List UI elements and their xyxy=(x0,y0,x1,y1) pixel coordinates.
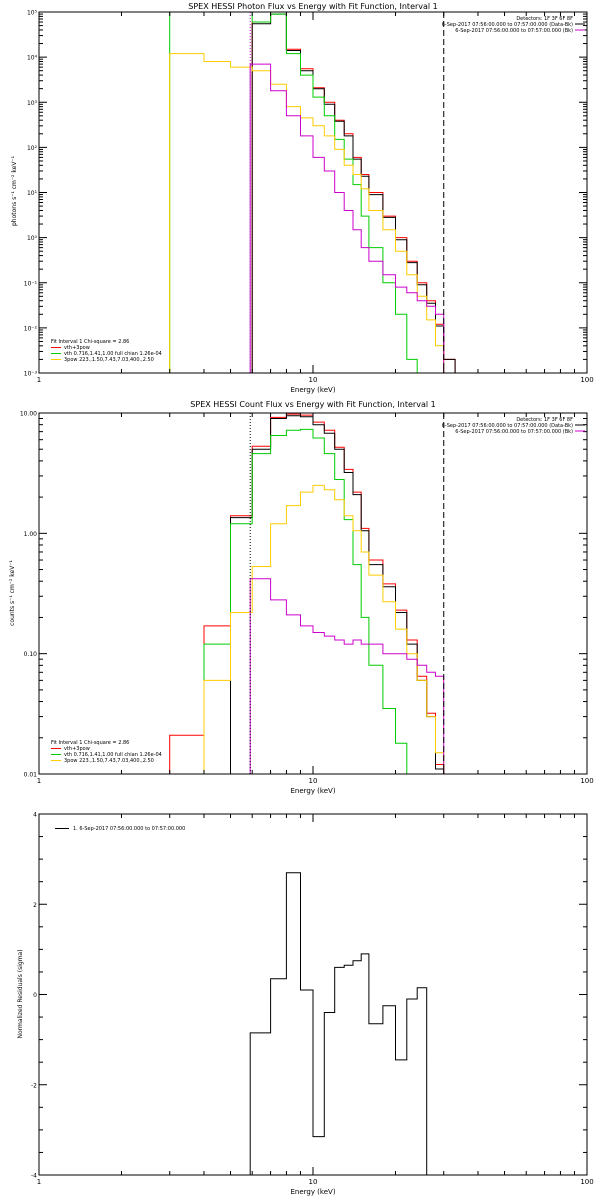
count-legend-label: vth 0.716,1.41,1.00 full chian 1.26e-04 xyxy=(64,752,162,758)
count-series-4 xyxy=(249,578,445,774)
count-flux-panel: SPEX HESSI Count Flux vs Energy with Fit… xyxy=(9,400,594,795)
count-panel-title: SPEX HESSI Count Flux vs Energy with Fit… xyxy=(190,400,435,409)
residual-xtick-label: 1 xyxy=(37,1178,41,1186)
residual-ytick-label: 0 xyxy=(33,992,37,999)
photon-legend-label: vth+3pow xyxy=(64,345,90,351)
residual-legend-label: 1. 6-Sep-2017 07:56:00.000 to 07:57:00.0… xyxy=(73,826,185,832)
count-series-3 xyxy=(203,484,456,774)
residual-ytick-label: 2 xyxy=(33,902,37,909)
count-info-line: 6-Sep-2017 07:56:00.000 to 07:57:00.000 … xyxy=(455,429,573,435)
count-panel-ylabel: counts s⁻¹ cm⁻² keV⁻¹ xyxy=(9,560,16,626)
count-ytick-label: 0.10 xyxy=(24,651,38,658)
count-ytick-label: 0.01 xyxy=(24,772,38,779)
photon-ytick-label: 10⁻² xyxy=(24,325,38,332)
photon-series-4 xyxy=(249,63,445,373)
count-legend-label: vth+3pow xyxy=(64,746,90,752)
photon-info-line: 6-Sep-2017 07:56:00.000 to 07:57:00.000 … xyxy=(455,28,573,34)
photon-xtick-label: 10 xyxy=(309,376,318,384)
residual-ytick-label: -4 xyxy=(31,1173,37,1180)
residual-ytick-label: 4 xyxy=(33,812,37,819)
residual-series-0 xyxy=(249,872,428,1175)
photon-info-line: Detectors: 1F 3F 6F 8F xyxy=(516,16,573,22)
photon-series-2 xyxy=(169,12,418,373)
photon-ytick-label: 10⁵ xyxy=(27,10,38,17)
photon-legend-label: vth 0.716,1.41,1.00 full chian 1.26e-04 xyxy=(64,351,162,357)
residual-panel-ylabel: Normalized Residuals (sigma) xyxy=(17,949,24,1038)
residual-series-group xyxy=(249,872,428,1175)
photon-xtick-label: 1 xyxy=(37,376,41,384)
photon-panel-ylabel: photons s⁻¹ cm⁻² keV⁻¹ xyxy=(11,155,18,226)
count-xtick-label: 10 xyxy=(309,777,318,785)
photon-panel-xlabel: Energy (keV) xyxy=(290,386,335,394)
count-info-line: 6-Sep-2017 07:56:00.000 to 07:57:00.000 … xyxy=(442,423,573,429)
count-series-2 xyxy=(203,428,418,774)
residual-panel-xlabel: Energy (keV) xyxy=(290,1188,335,1196)
photon-info-line: 6-Sep-2017 07:56:00.000 to 07:57:00.000 … xyxy=(442,22,573,28)
photon-fit-info: Fit Interval 1 Chi-square = 2.86 xyxy=(51,339,129,345)
photon-series-group xyxy=(169,12,456,373)
photon-legend-label: 3pow 223.,1.50,7.43,7.03,400.,2.50 xyxy=(64,357,154,363)
photon-ytick-label: 10⁻¹ xyxy=(24,280,38,287)
count-ytick-label: 10.00 xyxy=(20,411,37,418)
count-xtick-label: 1 xyxy=(37,777,41,785)
photon-ytick-label: 10⁴ xyxy=(27,55,38,62)
residual-xtick-label: 100 xyxy=(580,1178,593,1186)
photon-ytick-label: 10¹ xyxy=(27,190,38,197)
residuals-panel: Energy (keV) Normalized Residuals (sigma… xyxy=(17,812,594,1197)
residual-ytick-label: -2 xyxy=(31,1082,37,1089)
count-series-group xyxy=(169,413,456,774)
count-info-line: Detectors: 1F 3F 6F 8F xyxy=(516,417,573,423)
count-fit-info: Fit Interval 1 Chi-square = 2.86 xyxy=(51,740,129,746)
count-xtick-label: 100 xyxy=(580,777,593,785)
photon-ytick-label: 10⁻³ xyxy=(24,371,38,378)
photon-panel-title: SPEX HESSI Photon Flux vs Energy with Fi… xyxy=(188,2,438,11)
count-legend-label: 3pow 223.,1.50,7.43,7.03,400.,2.50 xyxy=(64,758,154,764)
photon-ytick-label: 10³ xyxy=(27,100,38,107)
residual-xtick-label: 10 xyxy=(309,1178,318,1186)
photon-ytick-label: 10² xyxy=(27,145,38,152)
count-ytick-label: 1.00 xyxy=(24,531,38,538)
photon-xtick-label: 100 xyxy=(580,376,593,384)
photon-flux-panel: SPEX HESSI Photon Flux vs Energy with Fi… xyxy=(11,2,594,394)
photon-ytick-label: 10⁰ xyxy=(27,235,38,242)
count-panel-xlabel: Energy (keV) xyxy=(290,787,335,795)
